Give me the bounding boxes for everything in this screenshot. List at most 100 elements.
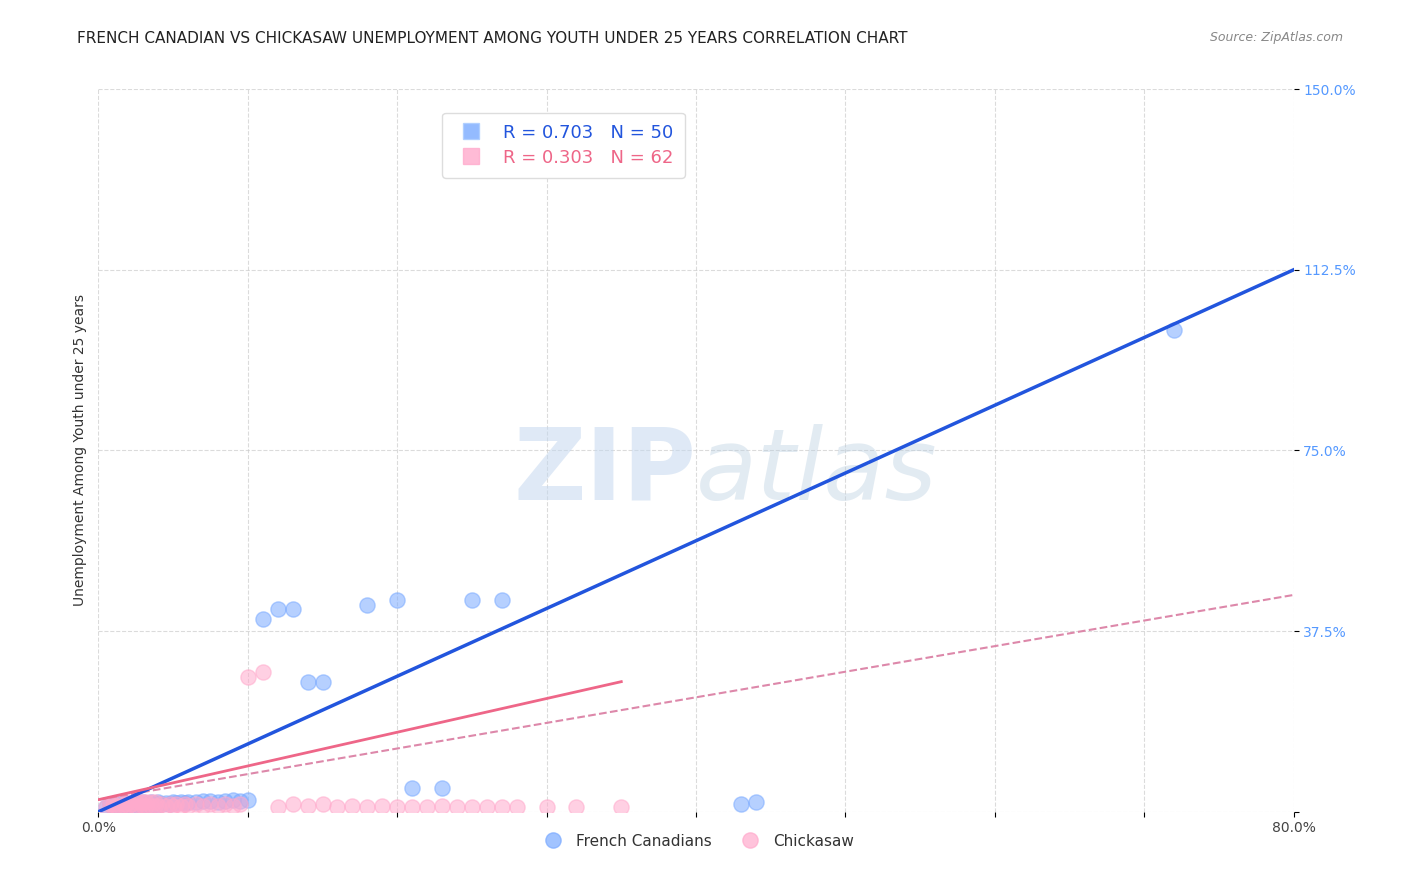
Point bbox=[730, 797, 752, 812]
Point bbox=[222, 799, 245, 814]
Point bbox=[162, 795, 184, 809]
Point bbox=[120, 799, 142, 814]
Point bbox=[132, 797, 155, 812]
Point bbox=[297, 674, 319, 689]
Point bbox=[174, 797, 197, 812]
Point bbox=[105, 797, 128, 812]
Point bbox=[236, 670, 259, 684]
Point bbox=[120, 797, 142, 812]
Point bbox=[165, 796, 187, 810]
Point bbox=[110, 800, 132, 814]
Point bbox=[139, 795, 162, 809]
Point bbox=[430, 799, 453, 814]
Point bbox=[155, 796, 177, 810]
Point bbox=[139, 799, 162, 814]
Point bbox=[135, 799, 157, 814]
Point bbox=[150, 797, 173, 812]
Point bbox=[565, 800, 588, 814]
Point bbox=[252, 612, 274, 626]
Point bbox=[1163, 323, 1185, 337]
Point bbox=[281, 797, 304, 812]
Point bbox=[103, 797, 125, 812]
Point bbox=[117, 795, 139, 809]
Point bbox=[169, 799, 191, 814]
Point bbox=[148, 799, 170, 814]
Point bbox=[165, 797, 187, 812]
Point bbox=[461, 592, 484, 607]
Point bbox=[401, 780, 423, 795]
Point bbox=[229, 797, 252, 812]
Point bbox=[98, 797, 122, 812]
Point bbox=[236, 793, 259, 807]
Point bbox=[94, 800, 117, 814]
Point bbox=[103, 800, 125, 814]
Point bbox=[169, 795, 191, 809]
Point bbox=[222, 793, 245, 807]
Point bbox=[536, 800, 558, 814]
Point bbox=[129, 799, 152, 814]
Point bbox=[174, 796, 197, 810]
Point bbox=[155, 799, 177, 814]
Text: ZIP: ZIP bbox=[513, 424, 696, 521]
Point bbox=[148, 795, 170, 809]
Point bbox=[105, 799, 128, 814]
Point bbox=[430, 780, 453, 795]
Point bbox=[117, 799, 139, 814]
Point bbox=[610, 800, 633, 814]
Point bbox=[297, 799, 319, 814]
Point bbox=[401, 800, 423, 814]
Point bbox=[114, 799, 136, 814]
Point bbox=[356, 800, 378, 814]
Point bbox=[356, 598, 378, 612]
Point bbox=[207, 799, 229, 814]
Point bbox=[132, 795, 155, 809]
Point bbox=[371, 799, 394, 814]
Point bbox=[150, 797, 173, 812]
Point bbox=[135, 797, 157, 812]
Point bbox=[135, 795, 157, 809]
Point bbox=[125, 797, 148, 812]
Point bbox=[191, 794, 214, 808]
Point bbox=[125, 795, 148, 809]
Point bbox=[129, 799, 152, 814]
Point bbox=[94, 800, 117, 814]
Point bbox=[461, 800, 484, 814]
Point bbox=[143, 797, 166, 812]
Point bbox=[162, 799, 184, 814]
Point bbox=[125, 800, 148, 814]
Text: atlas: atlas bbox=[696, 424, 938, 521]
Point bbox=[110, 800, 132, 814]
Point bbox=[159, 797, 181, 812]
Point bbox=[229, 794, 252, 808]
Point bbox=[117, 797, 139, 812]
Point bbox=[214, 797, 236, 812]
Point bbox=[110, 795, 132, 809]
Point bbox=[132, 799, 155, 814]
Point bbox=[103, 800, 125, 814]
Point bbox=[214, 794, 236, 808]
Point bbox=[506, 800, 529, 814]
Point bbox=[326, 800, 349, 814]
Point bbox=[252, 665, 274, 679]
Point bbox=[491, 800, 513, 814]
Point bbox=[281, 602, 304, 616]
Text: Source: ZipAtlas.com: Source: ZipAtlas.com bbox=[1209, 31, 1343, 45]
Point bbox=[143, 795, 166, 809]
Point bbox=[385, 800, 409, 814]
Point bbox=[125, 795, 148, 809]
Point bbox=[110, 795, 132, 809]
Point bbox=[475, 800, 498, 814]
Y-axis label: Unemployment Among Youth under 25 years: Unemployment Among Youth under 25 years bbox=[73, 294, 87, 607]
Point bbox=[745, 795, 768, 809]
Point bbox=[132, 795, 155, 809]
Point bbox=[148, 797, 170, 812]
Point bbox=[129, 795, 152, 809]
Point bbox=[200, 797, 222, 812]
Point bbox=[184, 795, 207, 809]
Point bbox=[311, 797, 333, 812]
Point bbox=[177, 799, 200, 814]
Point bbox=[143, 799, 166, 814]
Point bbox=[342, 799, 364, 814]
Point bbox=[98, 797, 122, 812]
Point bbox=[177, 795, 200, 809]
